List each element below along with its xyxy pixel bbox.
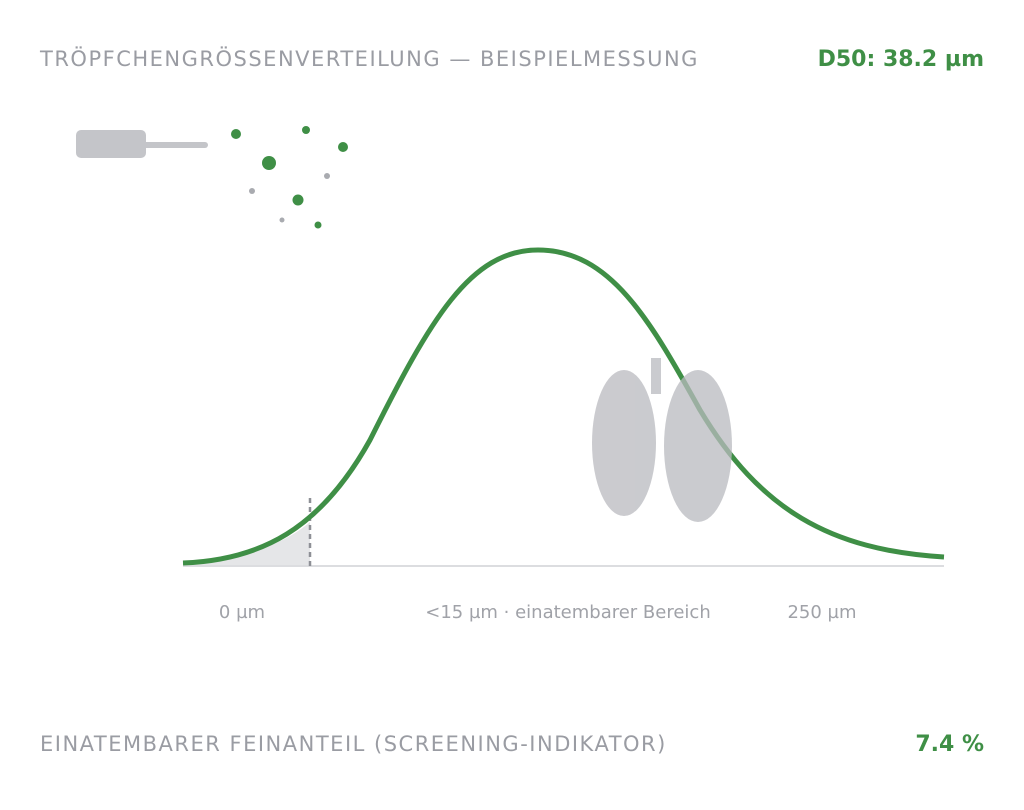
spray-icon bbox=[76, 126, 348, 229]
footer-label: EINATEMBARER FEINANTEIL (SCREENING-INDIK… bbox=[40, 732, 667, 756]
distribution-curve bbox=[182, 247, 945, 566]
title: TRÖPFCHENGRÖSSENVERTEILUNG — BEISPIELMES… bbox=[39, 46, 699, 71]
lungs-icon bbox=[592, 358, 732, 522]
d50-metric: D50: 38.2 µm bbox=[818, 47, 984, 72]
fine-fraction-area bbox=[183, 522, 310, 566]
axis-label: 0 µm bbox=[219, 602, 265, 623]
axis-label: 250 µm bbox=[787, 602, 856, 623]
footer-value: 7.4 % bbox=[915, 732, 984, 757]
axis-label: <15 µm · einatembarer Bereich bbox=[425, 602, 711, 623]
